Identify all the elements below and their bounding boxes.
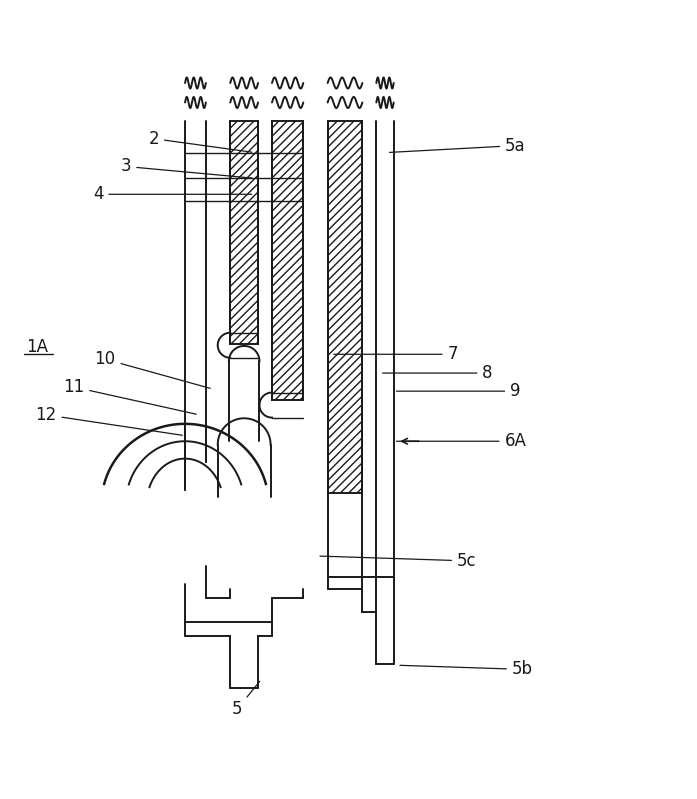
Text: 4: 4	[93, 185, 252, 203]
Text: 3: 3	[121, 157, 252, 178]
Text: 11: 11	[63, 378, 197, 414]
Text: 12: 12	[36, 406, 183, 435]
Text: 5c: 5c	[320, 552, 477, 570]
Text: 2: 2	[148, 129, 252, 152]
Text: 1A: 1A	[26, 338, 49, 356]
Bar	[328, 121, 362, 494]
Text: 5b: 5b	[400, 661, 533, 678]
Text: 5a: 5a	[390, 137, 526, 154]
Text: 5: 5	[232, 682, 260, 718]
Bar	[272, 121, 303, 399]
Text: 6A: 6A	[397, 432, 526, 451]
Text: 10: 10	[95, 350, 210, 388]
Text: 9: 9	[397, 382, 521, 400]
Text: 7: 7	[334, 345, 458, 364]
Text: 8: 8	[383, 364, 493, 382]
Bar	[230, 121, 258, 344]
